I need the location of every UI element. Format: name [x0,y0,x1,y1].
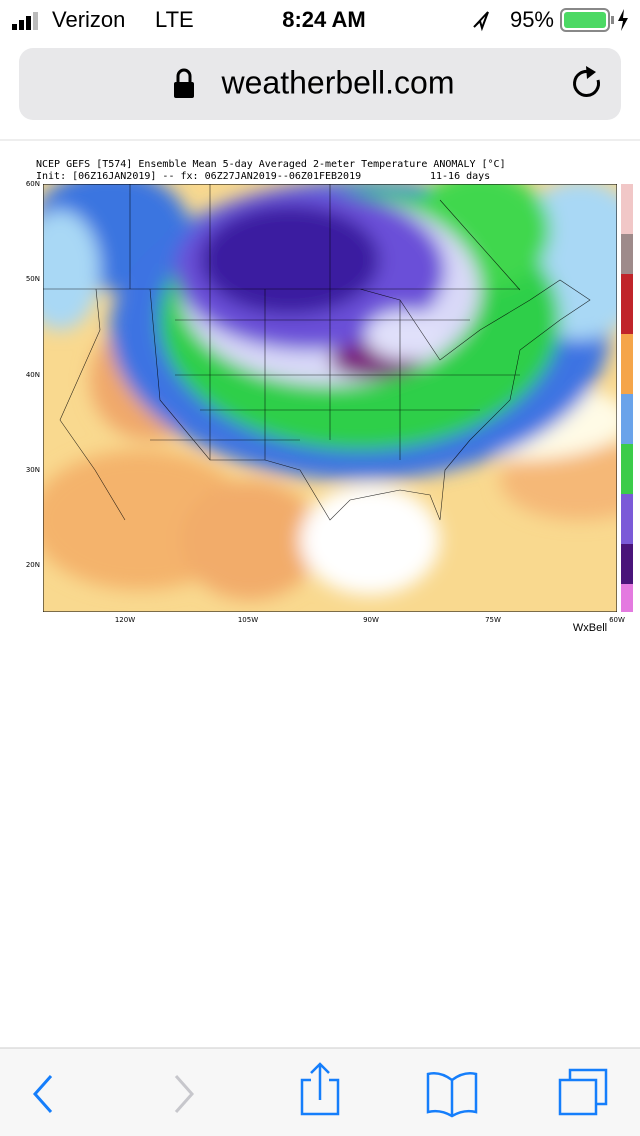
lat-label: 50N [26,275,40,283]
lat-label: 40N [26,371,40,379]
url[interactable]: weatherbell.com [221,64,455,100]
lon-label: 90W [363,616,379,624]
lat-label: 20N [26,561,40,569]
lat-label: 60N [26,180,40,188]
anomaly-map [43,184,617,612]
credit: WxBell [573,622,607,634]
tabs-button[interactable] [558,1068,608,1116]
reload-button[interactable] [573,66,600,97]
location-icon [473,11,489,32]
map-range: 11-16 days [430,171,490,182]
battery [560,8,628,32]
carrier: Verizon [52,7,125,32]
lat-label: 30N [26,466,40,474]
forward-button[interactable] [174,1075,195,1113]
network: LTE [155,7,194,32]
address-bar[interactable] [19,48,621,120]
signal [12,12,38,30]
lock-icon [174,68,194,98]
battery-percent: 95% [510,7,554,32]
lon-label: 75W [485,616,501,624]
colorbar [621,184,633,612]
lon-label: 105W [238,616,258,624]
map-subtitle: Init: [06Z16JAN2019] -- fx: 06Z27JAN2019… [36,171,361,182]
time: 8:24 AM [282,7,366,32]
back-button[interactable] [32,1075,53,1113]
bookmarks-button[interactable] [426,1072,478,1118]
lon-label: 120W [115,616,135,624]
lon-label: 60W [609,616,625,624]
share-button[interactable] [300,1062,340,1116]
map-title: NCEP GEFS [T574] Ensemble Mean 5-day Ave… [36,159,506,170]
